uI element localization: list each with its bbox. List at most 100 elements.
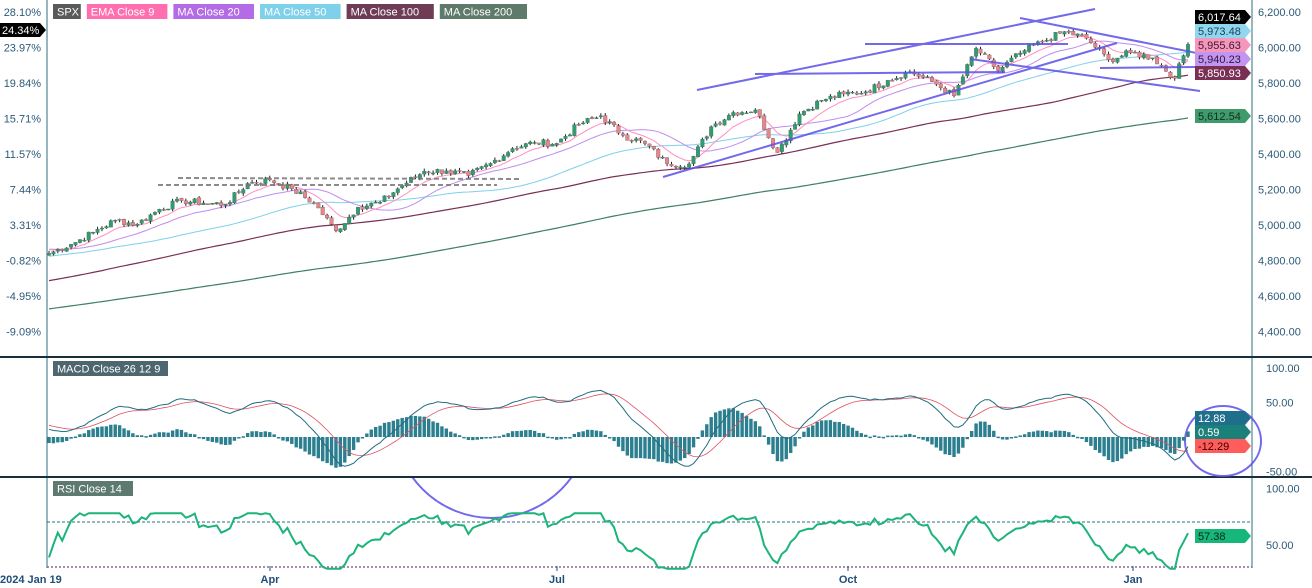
candle-body xyxy=(55,249,60,252)
candle xyxy=(894,76,899,81)
macd-tick-label: 50.00 xyxy=(1266,398,1294,410)
macd-histogram-bar xyxy=(144,436,148,438)
candle xyxy=(978,46,983,56)
candle xyxy=(1102,46,1107,57)
candle xyxy=(82,237,87,242)
candle xyxy=(201,200,206,205)
candle xyxy=(1146,54,1151,60)
candle xyxy=(157,208,162,215)
candle xyxy=(925,75,930,78)
wedge-lower-trendline[interactable] xyxy=(969,58,1201,92)
candle-body xyxy=(1018,52,1023,55)
candle-body xyxy=(753,109,758,113)
candle xyxy=(1022,49,1027,56)
candle-body xyxy=(117,219,122,221)
support-dashed-line[interactable] xyxy=(177,177,521,180)
candle-body xyxy=(130,222,135,226)
macd-histogram-bar xyxy=(466,437,471,440)
candle-body xyxy=(510,148,515,152)
candle xyxy=(439,169,444,176)
macd-histogram-bar xyxy=(828,420,833,437)
macd-histogram-bar xyxy=(775,437,780,462)
candle-body xyxy=(139,219,144,224)
macd-histogram-bar xyxy=(453,433,457,437)
candle-body xyxy=(651,146,656,150)
macd-histogram-bar xyxy=(343,437,347,463)
candle-body xyxy=(126,222,131,226)
candle-body xyxy=(541,139,546,146)
candle-body xyxy=(250,182,255,184)
price-value-tag: 5,850.93 xyxy=(1195,66,1251,80)
macd-histogram-bar xyxy=(1036,430,1040,437)
horizontal-trendline[interactable] xyxy=(754,71,1006,75)
channel-lower-trendline[interactable] xyxy=(662,42,1118,178)
candle xyxy=(726,113,731,121)
candle-body xyxy=(1062,31,1067,35)
candle-body xyxy=(885,80,890,87)
macd-histogram-bar xyxy=(82,433,87,437)
rsi-circle-annotation[interactable] xyxy=(394,322,590,519)
candle-body xyxy=(757,109,762,117)
macd-panel: 100.00 50.00 -50.00 xyxy=(47,363,1300,479)
candle-body xyxy=(439,169,444,174)
candle xyxy=(704,135,709,141)
macd-histogram-bar xyxy=(1093,437,1097,451)
percent-tick-label: 3.31% xyxy=(10,220,41,232)
candle-body xyxy=(916,74,921,77)
macd-histogram-bar xyxy=(546,436,550,439)
macd-histogram-bar xyxy=(338,437,343,467)
macd-histogram-bar xyxy=(281,437,285,441)
macd-histogram-bar xyxy=(603,434,607,437)
candle xyxy=(881,85,886,90)
candle-body xyxy=(409,177,413,183)
candle-body xyxy=(638,137,643,141)
candle xyxy=(678,164,683,171)
candle xyxy=(294,187,299,194)
candle-body xyxy=(347,216,352,224)
macd-histogram-bar xyxy=(947,437,952,455)
candle-body xyxy=(356,207,360,215)
legend-swatch xyxy=(439,4,527,19)
macd-histogram-bar xyxy=(47,437,51,444)
candle xyxy=(457,167,462,174)
macd-histogram-bar xyxy=(1106,437,1111,460)
candle xyxy=(316,202,321,209)
candle xyxy=(289,183,294,191)
macd-histogram-bar xyxy=(135,435,139,437)
candle xyxy=(391,191,396,200)
candle-body xyxy=(590,117,594,119)
candle-body xyxy=(726,115,731,121)
macd-histogram-bar xyxy=(87,430,91,437)
macd-histogram-bar xyxy=(1098,437,1102,453)
price-tick-label: 6,000.00 xyxy=(1258,43,1301,55)
candle xyxy=(656,148,661,160)
value-tag-label: 5,850.93 xyxy=(1198,68,1241,80)
candle xyxy=(183,198,188,206)
macd-histogram-bar xyxy=(1133,437,1137,450)
candle xyxy=(126,220,131,227)
moving-averages xyxy=(48,35,1189,310)
value-tag-bg xyxy=(1195,52,1251,66)
macd-histogram-bar xyxy=(550,437,554,439)
candle-body xyxy=(86,231,91,241)
macd-histogram-bar xyxy=(426,418,431,437)
candle-body xyxy=(943,88,948,93)
candle-body xyxy=(170,200,175,210)
macd-histogram-bar xyxy=(215,437,219,443)
candle-body xyxy=(157,209,162,213)
candle-body xyxy=(894,78,899,81)
candle xyxy=(86,231,91,243)
macd-histogram-bar xyxy=(1124,437,1128,455)
macd-histogram-bar xyxy=(91,428,95,437)
horizontal-trendline[interactable] xyxy=(1099,66,1197,69)
macd-histogram-bar xyxy=(192,434,197,437)
candle-body xyxy=(647,143,652,147)
candle-body xyxy=(1058,31,1062,34)
candle-body xyxy=(537,142,541,145)
candle-body xyxy=(1009,57,1014,63)
candle xyxy=(934,80,939,87)
channel-upper-trendline[interactable] xyxy=(696,8,1096,91)
macd-circle-annotation[interactable] xyxy=(1184,405,1262,477)
candle xyxy=(594,116,599,119)
